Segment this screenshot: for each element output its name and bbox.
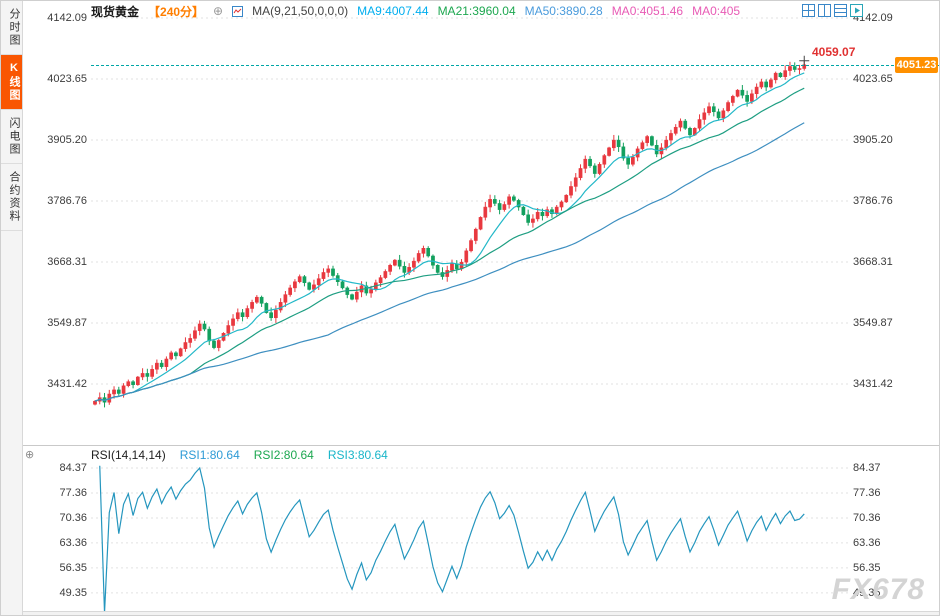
y-axis-label: 4023.65: [47, 72, 87, 85]
y-axis-label: 84.37: [853, 462, 881, 474]
y-axis-label: 84.37: [59, 462, 87, 474]
layout-toolbar: [802, 4, 863, 17]
rsi-right-axis: 84.37 77.36 70.36 63.36 56.35 49.35: [853, 461, 913, 611]
y-axis-label: 56.35: [59, 561, 87, 574]
add-indicator-icon[interactable]: ⊕: [213, 4, 224, 18]
main-chart[interactable]: [91, 1, 849, 445]
y-axis-label: 49.35: [853, 586, 881, 599]
ma0-value-1: MA0:4051.46: [611, 4, 684, 18]
layout-columns-icon[interactable]: [818, 4, 831, 17]
rsi-left-axis: 84.37 77.36 70.36 63.36 56.35 49.35: [29, 461, 87, 611]
current-price-line: [91, 65, 939, 66]
y-axis-label: 56.35: [853, 561, 881, 574]
layout-grid-icon[interactable]: [802, 4, 815, 17]
y-axis-label: 3431.42: [853, 378, 893, 390]
y-axis-label: 3549.87: [853, 316, 893, 329]
y-axis-label: 4023.65: [853, 72, 893, 85]
y-axis-label: 4142.09: [47, 12, 87, 24]
play-icon[interactable]: [850, 4, 863, 17]
ma0-value-2: MA0:405: [692, 4, 741, 18]
y-axis-label: 3786.76: [47, 194, 87, 207]
y-axis-label: 77.36: [59, 487, 87, 499]
rsi-title[interactable]: RSI(14,14,14): [91, 448, 166, 462]
y-axis-label: 70.36: [853, 511, 881, 524]
sidebar-tab-lightning[interactable]: 闪电图: [1, 110, 22, 164]
ma21-value: MA21:3960.04: [437, 4, 516, 18]
rsi1-value: RSI1:80.64: [179, 448, 240, 462]
timeframe-badge[interactable]: 【240分】: [148, 4, 205, 19]
fx678-watermark: FX678: [831, 573, 925, 606]
instrument-name: 现货黄金: [91, 4, 140, 19]
y-axis-label: 49.35: [59, 586, 87, 599]
rsi2-value: RSI2:80.64: [253, 448, 314, 462]
y-axis-label: 3905.20: [853, 134, 893, 146]
sidebar-tab-timeshare[interactable]: 分时图: [1, 1, 22, 55]
rsi3-value: RSI3:80.64: [327, 448, 388, 462]
y-axis-label: 3668.31: [853, 256, 893, 268]
ma-indicator-icon[interactable]: [232, 5, 244, 17]
sidebar-tab-kline[interactable]: K线图: [1, 55, 22, 110]
session-high-label: 4059.07: [812, 45, 856, 59]
y-axis-label: 63.36: [853, 536, 881, 549]
ma9-value: MA9:4007.44: [357, 4, 429, 18]
y-axis-label: 3549.87: [47, 316, 87, 329]
sidebar: 分时图 K线图 闪电图 合约资料: [1, 1, 23, 615]
chart-header: 现货黄金 【240分】 ⊕ MA(9,21,50,0,0,0) MA9:4007…: [91, 4, 741, 19]
ma-settings-label[interactable]: MA(9,21,50,0,0,0): [252, 4, 349, 18]
horizontal-scrollbar[interactable]: [23, 611, 939, 615]
y-axis-label: 3668.31: [47, 256, 87, 268]
y-axis-label: 70.36: [59, 511, 87, 524]
y-axis-label: 63.36: [59, 536, 87, 549]
rsi-header: RSI(14,14,14) RSI1:80.64 RSI2:80.64 RSI3…: [91, 448, 388, 462]
main-left-axis: 4142.09 4023.65 3905.20 3786.76 3668.31 3549.…: [29, 1, 87, 445]
y-axis-label: 3431.42: [47, 378, 87, 390]
y-axis-label: 77.36: [853, 487, 881, 499]
layout-rows-icon[interactable]: [834, 4, 847, 17]
y-axis-label: 3786.76: [853, 194, 893, 207]
main-right-axis: 4142.09 4023.65 3905.20 3786.76 3668.31 3549.…: [853, 1, 913, 445]
rsi-chart[interactable]: [91, 461, 849, 611]
y-axis-label: 3905.20: [47, 134, 87, 146]
sidebar-tab-contract-info[interactable]: 合约资料: [1, 164, 22, 231]
rsi-settings-icon[interactable]: ⊕: [25, 449, 35, 461]
ma50-value: MA50:3890.28: [524, 4, 603, 18]
panel-divider: [23, 445, 939, 446]
current-price-tag: 4051.23: [895, 57, 938, 73]
